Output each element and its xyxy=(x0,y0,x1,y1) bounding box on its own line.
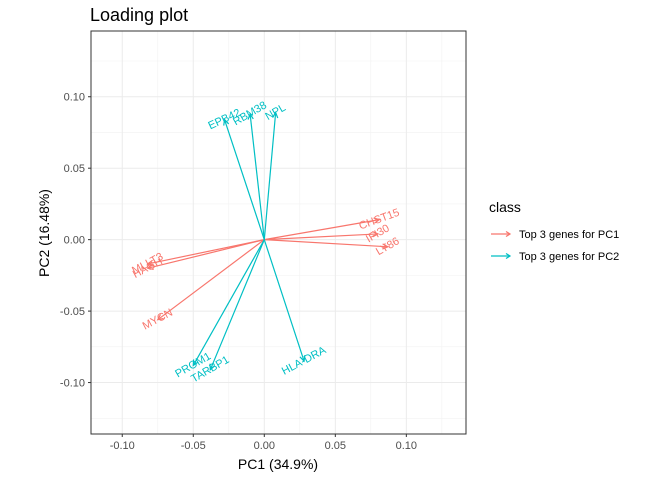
major-grid xyxy=(91,31,466,434)
arrowhead xyxy=(192,359,199,367)
x-axis-ticks: -0.10 -0.05 0.00 0.05 0.10 xyxy=(110,434,417,452)
x-tick-label: -0.05 xyxy=(181,440,206,452)
legend-entry-label: Top 3 genes for PC1 xyxy=(519,229,619,241)
legend-title: class xyxy=(489,199,521,215)
plot-panel xyxy=(91,31,466,434)
x-tick-label: 0.10 xyxy=(396,440,417,452)
arrowhead xyxy=(382,243,390,250)
arrowhead xyxy=(272,111,279,119)
y-tick-label: 0.05 xyxy=(64,163,85,175)
x-tick-label: 0.00 xyxy=(254,440,275,452)
arrowhead xyxy=(209,363,216,371)
arrowhead xyxy=(146,263,154,271)
x-axis-title: PC1 (34.9%) xyxy=(238,456,318,472)
legend: Top 3 genes for PC1 Top 3 genes for PC2 xyxy=(491,229,619,263)
legend-entry-label: Top 3 genes for PC2 xyxy=(519,251,619,263)
y-tick-label: 0.00 xyxy=(64,235,85,247)
loading-arrow-npl xyxy=(263,112,277,240)
loading-arrow-mllt3 xyxy=(147,239,265,265)
minor-grid xyxy=(91,31,466,434)
arrowhead xyxy=(156,314,164,321)
loading-arrow-tarbp1 xyxy=(209,239,265,370)
loading-arrow-prom1 xyxy=(192,239,265,366)
y-axis-title: PC2 (16.48%) xyxy=(36,189,52,277)
loading-arrow-ifi30 xyxy=(264,233,378,241)
loading-arrow-hla-dra xyxy=(263,239,305,362)
arrowhead xyxy=(247,112,254,120)
loading-arrow-mycn xyxy=(157,239,265,321)
arrowhead xyxy=(373,217,381,224)
y-axis-ticks: -0.10 -0.05 0.00 0.05 0.10 xyxy=(60,92,91,390)
x-tick-label: 0.05 xyxy=(325,440,346,452)
loading-arrow-epb42 xyxy=(223,119,265,240)
arrowhead xyxy=(372,231,380,238)
arrowhead xyxy=(299,355,306,363)
chart-title: Loading plot xyxy=(90,5,188,25)
loading-arrow-rbm38 xyxy=(249,113,265,240)
loading-arrow-hagh xyxy=(147,239,265,269)
loading-arrow-chst15 xyxy=(264,219,380,241)
y-tick-label: -0.05 xyxy=(60,306,85,318)
x-tick-label: -0.10 xyxy=(110,440,135,452)
legend-key-arrowhead xyxy=(505,230,512,238)
legend-key-arrowhead xyxy=(505,252,512,260)
y-tick-label: -0.10 xyxy=(60,378,85,390)
plot-border xyxy=(90,30,467,435)
arrowhead xyxy=(223,118,230,126)
loading-arrow-ly86 xyxy=(264,239,388,248)
y-tick-label: 0.10 xyxy=(64,92,85,104)
loading-arrows xyxy=(146,111,390,371)
